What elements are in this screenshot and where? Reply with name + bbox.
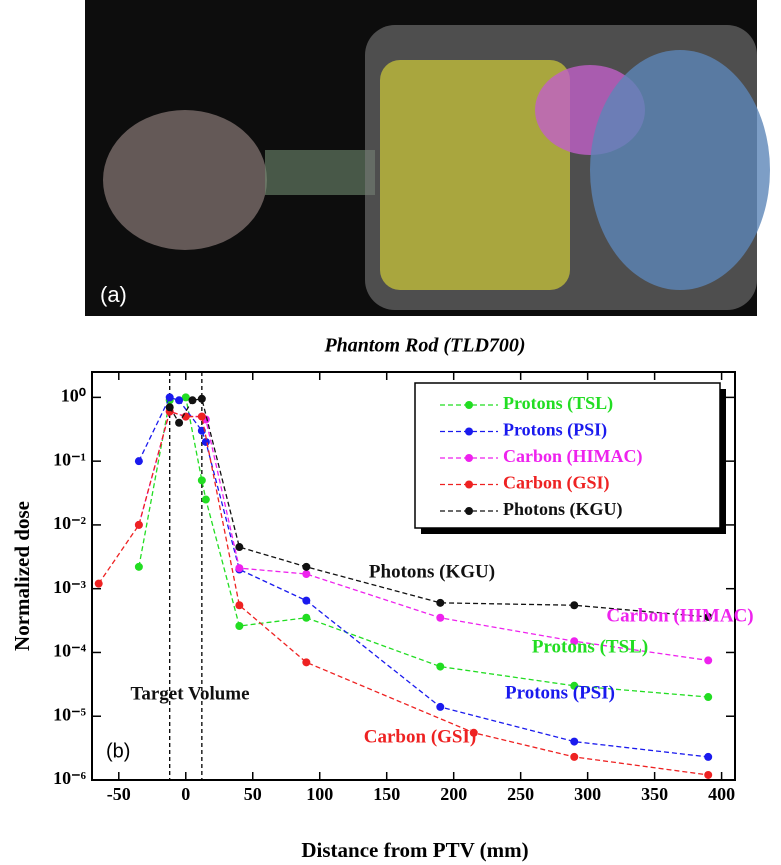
data-point xyxy=(436,613,445,622)
data-point xyxy=(134,562,143,571)
phantom-image: (a) xyxy=(85,0,770,316)
y-tick-label: 10⁰ xyxy=(61,386,86,406)
data-point xyxy=(302,596,311,605)
data-point xyxy=(188,396,197,405)
data-point xyxy=(704,693,713,702)
series-line xyxy=(98,410,709,776)
panel-label: (b) xyxy=(106,740,130,762)
data-point xyxy=(570,737,579,746)
head xyxy=(103,110,267,250)
y-tick-label: 10⁻⁴ xyxy=(53,641,87,661)
annotation: Photons (KGU) xyxy=(369,561,495,582)
data-point xyxy=(704,612,713,621)
plot-frame xyxy=(91,371,736,781)
data-point xyxy=(302,658,311,667)
legend-label: Photons (KGU) xyxy=(503,499,623,520)
legend-marker xyxy=(465,454,473,462)
legend-marker xyxy=(465,401,473,409)
x-tick-label: 300 xyxy=(574,784,601,804)
x-tick-label: 200 xyxy=(440,784,467,804)
x-tick-label: 150 xyxy=(373,784,400,804)
x-tick-label: 0 xyxy=(181,784,190,804)
x-axis-label: Distance from PTV (mm) xyxy=(301,838,528,862)
data-point xyxy=(165,393,174,402)
liver xyxy=(590,50,770,290)
legend-label: Carbon (GSI) xyxy=(503,473,610,494)
y-tick-label: 10⁻⁶ xyxy=(53,768,87,788)
data-point xyxy=(302,562,311,571)
panel-label: (a) xyxy=(100,282,127,307)
data-point xyxy=(570,752,579,761)
data-point xyxy=(704,752,713,761)
data-point xyxy=(94,579,103,588)
y-tick-label: 10⁻⁵ xyxy=(53,704,87,724)
data-point xyxy=(201,495,210,504)
annotation: Protons (PSI) xyxy=(505,682,615,703)
data-point xyxy=(165,403,174,412)
x-tick-label: 400 xyxy=(708,784,735,804)
data-point xyxy=(704,770,713,779)
data-point xyxy=(181,393,190,402)
y-tick-label: 10⁻² xyxy=(53,513,86,533)
x-tick-label: 350 xyxy=(641,784,668,804)
series-line xyxy=(138,396,709,758)
legend-marker xyxy=(465,480,473,489)
data-point xyxy=(175,396,184,405)
legend-label: Protons (PSI) xyxy=(503,420,607,441)
data-point xyxy=(134,457,143,466)
annotation: Target Volume xyxy=(130,683,249,704)
data-point xyxy=(197,394,206,403)
data-point xyxy=(197,412,206,421)
data-point xyxy=(235,543,244,552)
data-point xyxy=(302,569,311,578)
legend-marker xyxy=(465,507,473,515)
annotation: Carbon (GSI) xyxy=(364,726,476,747)
neck xyxy=(265,150,375,195)
data-point xyxy=(570,601,579,610)
x-tick-label: 100 xyxy=(306,784,333,804)
series-line xyxy=(169,398,709,618)
y-axis-label: Normalized dose xyxy=(10,501,34,651)
data-point xyxy=(235,601,244,610)
annotation: Carbon (HIMAC) xyxy=(606,605,753,626)
data-point xyxy=(197,476,206,485)
data-point xyxy=(134,520,143,529)
legend-marker xyxy=(465,427,473,436)
data-point xyxy=(570,637,579,646)
y-tick-label: 10⁻³ xyxy=(53,577,87,597)
lungs xyxy=(380,60,570,290)
legend-label: Carbon (HIMAC) xyxy=(503,446,643,467)
data-point xyxy=(175,418,184,427)
data-point xyxy=(436,598,445,607)
x-tick-label: 50 xyxy=(244,784,262,804)
y-tick-label: 10⁻¹ xyxy=(53,449,86,469)
chart-title: Phantom Rod (TLD700) xyxy=(323,335,525,357)
data-point xyxy=(570,681,579,690)
x-tick-label: -50 xyxy=(107,784,131,804)
x-tick-label: 250 xyxy=(507,784,534,804)
data-point xyxy=(235,621,244,630)
legend-label: Protons (TSL) xyxy=(503,393,613,414)
data-point xyxy=(436,662,445,671)
data-point xyxy=(704,656,713,665)
data-point xyxy=(469,728,478,737)
annotation: Protons (TSL) xyxy=(532,636,648,657)
data-point xyxy=(436,702,445,711)
data-point xyxy=(302,613,311,622)
data-point xyxy=(235,564,244,573)
